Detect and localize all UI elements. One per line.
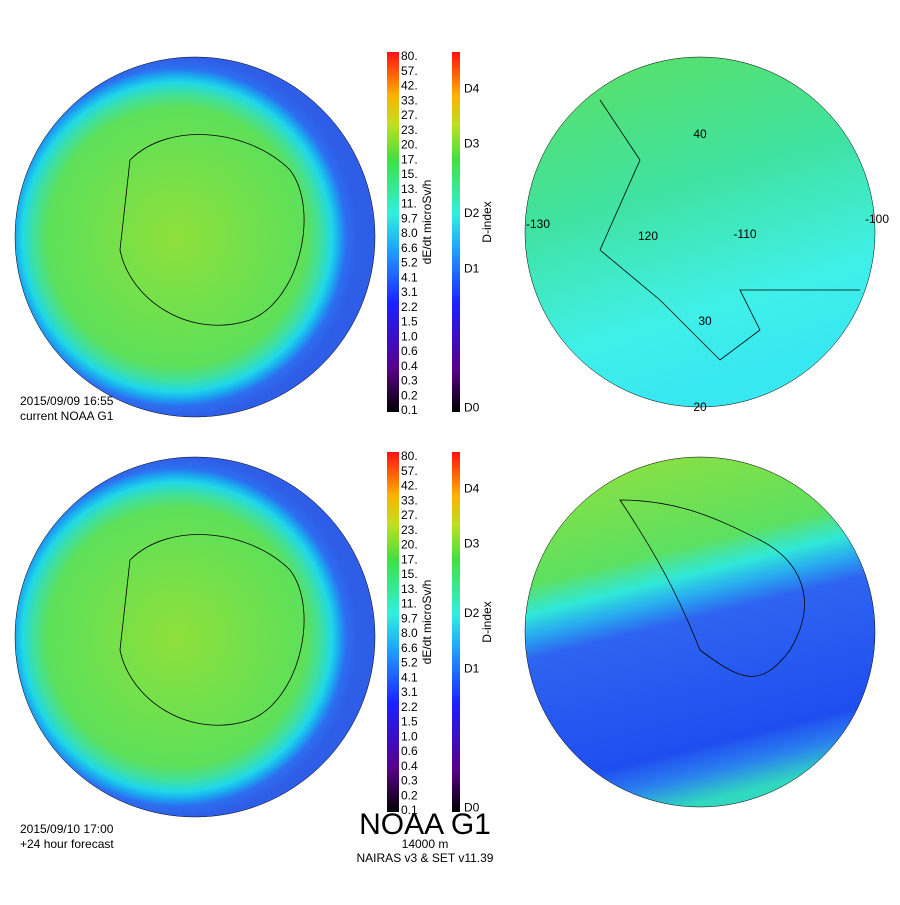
colorbar-tick: 6.6	[401, 241, 418, 255]
map-label: 120	[638, 229, 658, 243]
colorbar-tick: 27.	[401, 508, 418, 522]
coastline	[599, 99, 860, 361]
colorbar-tick: 20.	[401, 538, 418, 552]
colorbar-tick: 3.1	[401, 285, 418, 299]
colorbar-tick: 15.	[401, 567, 418, 581]
colorbar-tick: 0.4	[401, 759, 418, 773]
dindex-title: D-index	[480, 601, 494, 642]
colorbar-tick: 42.	[401, 479, 418, 493]
colorbar-tick: 17.	[401, 552, 418, 566]
colorbar	[387, 52, 399, 412]
globe-west-us	[524, 56, 876, 408]
colorbar-tick: 0.1	[401, 803, 418, 817]
colorbar-tick: 0.4	[401, 359, 418, 373]
colorbar-tick: 1.5	[401, 315, 418, 329]
colorbar-tick: 33.	[401, 93, 418, 107]
colorbar-tick: 4.1	[401, 670, 418, 684]
dindex-tick: D4	[464, 481, 480, 495]
colorbar-tick: 13.	[401, 582, 418, 596]
colorbar-tick: 0.2	[401, 788, 418, 802]
colorbar-tick: 11.	[401, 197, 417, 211]
coastline	[619, 499, 805, 677]
colorbar-tick: 33.	[401, 493, 418, 507]
colorbar-tick: 15.	[401, 167, 418, 181]
dindex-tick: D2	[464, 606, 480, 620]
colorbar-tick: 27.	[401, 108, 418, 122]
map-label: 20	[693, 400, 707, 414]
map-label: 30	[698, 314, 712, 328]
colorbar-tick: 1.0	[401, 329, 418, 343]
caption: current NOAA G1	[20, 409, 114, 423]
coastline	[119, 534, 305, 726]
dindex-tick: D0	[464, 401, 480, 415]
colorbar-tick: 23.	[401, 523, 418, 537]
globe-polar	[14, 456, 376, 818]
dindex-tick: D2	[464, 206, 480, 220]
colorbar-title: dE/dt microSv/h	[420, 180, 434, 265]
colorbar-tick: 23.	[401, 123, 418, 137]
colorbar-tick: 8.0	[401, 626, 418, 640]
colorbar-tick: 17.	[401, 152, 418, 166]
dindex-bar	[452, 52, 460, 412]
colorbar-tick: 2.2	[401, 700, 418, 714]
globe-polar	[14, 56, 376, 418]
colorbar-tick: 1.5	[401, 715, 418, 729]
colorbar	[387, 452, 399, 812]
colorbar-tick: 80.	[401, 449, 418, 463]
globes	[14, 56, 876, 818]
dindex-tick: D3	[464, 136, 480, 150]
colorbar-tick: 11.	[401, 597, 417, 611]
map-label: 40	[693, 127, 707, 141]
footer-altitude: 14000 m	[402, 837, 449, 851]
dindex-tick: D3	[464, 536, 480, 550]
colorbar-tick: 0.6	[401, 344, 418, 358]
dindex-tick: D4	[464, 81, 480, 95]
timestamp: 2015/09/09 16:55	[20, 394, 114, 408]
dindex-title: D-index	[480, 201, 494, 242]
caption: +24 hour forecast	[20, 837, 114, 851]
colorbar-tick: 80.	[401, 49, 418, 63]
colorbar-tick: 0.1	[401, 403, 418, 417]
colorbar-tick: 42.	[401, 79, 418, 93]
colorbar-tick: 57.	[401, 64, 418, 78]
colorbar-tick: 0.6	[401, 744, 418, 758]
colorbar-tick: 2.2	[401, 300, 418, 314]
dindex-bar	[452, 452, 460, 812]
dindex-tick: D1	[464, 261, 480, 275]
dindex-tick: D0	[464, 801, 480, 815]
colorbar-tick: 0.2	[401, 388, 418, 402]
colorbar-tick: 5.2	[401, 656, 418, 670]
timestamp: 2015/09/10 17:00	[20, 822, 114, 836]
colorbar-tick: 20.	[401, 138, 418, 152]
colorbar-tick: 5.2	[401, 256, 418, 270]
map-label: -110	[733, 227, 756, 241]
colorbar-tick: 57.	[401, 464, 418, 478]
colorbar-tick: 6.6	[401, 641, 418, 655]
colorbar-tick: 0.3	[401, 774, 418, 788]
colorbar-title: dE/dt microSv/h	[420, 580, 434, 665]
colorbar-tick: 9.7	[401, 211, 418, 225]
colorbar-tick: 3.1	[401, 685, 418, 699]
footer-model: NAIRAS v3 & SET v11.39	[357, 851, 494, 865]
footer-title: NOAA G1	[359, 808, 491, 841]
colorbar-tick: 1.0	[401, 729, 418, 743]
dindex-tick: D1	[464, 661, 480, 675]
colorbar-tick: 4.1	[401, 270, 418, 284]
colorbar-tick: 9.7	[401, 611, 418, 625]
coastline	[119, 134, 305, 326]
colorbar-tick: 13.	[401, 182, 418, 196]
map-label: -130	[526, 217, 550, 231]
colorbar-tick: 0.3	[401, 374, 418, 388]
globe-north-america	[524, 456, 876, 808]
colorbar-tick: 8.0	[401, 226, 418, 240]
map-label: -100	[865, 212, 889, 226]
